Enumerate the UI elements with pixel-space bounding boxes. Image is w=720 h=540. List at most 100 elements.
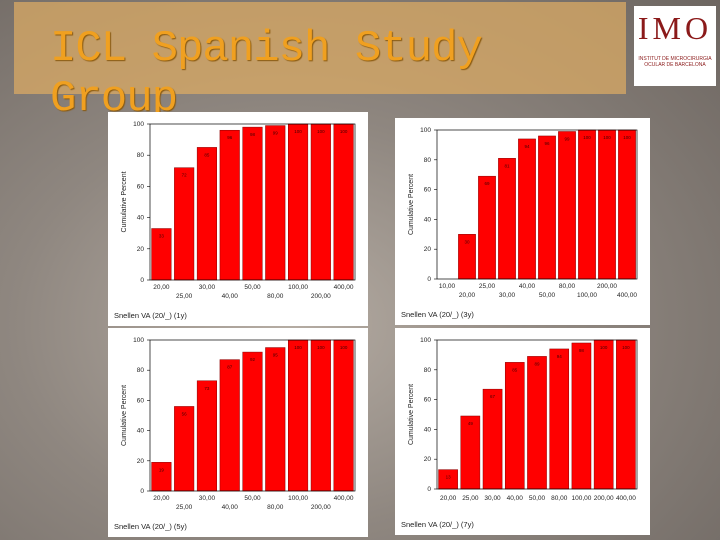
- y-axis-label: Cumulative Percent: [408, 384, 415, 445]
- x-tick-label: 25,00: [479, 283, 496, 290]
- chart-panel: 0 20 40 60 80 100 20,00 33 25,00 72 30,00 85 40,00 96…: [108, 112, 368, 326]
- chart: 0 20 40 60 80 100 20,00 13 25,00 49 30,00 67 40,00 85…: [401, 337, 638, 529]
- chart-panel: 0 20 40 60 80 100 20,00 13 25,00 49 30,00 67 40,00 85…: [395, 328, 650, 535]
- y-tick-label: 60: [137, 397, 145, 404]
- bar: [578, 129, 596, 280]
- x-tick-label: 20,00: [153, 284, 170, 291]
- x-tick-label: 40,00: [507, 495, 524, 502]
- logo: IMO INSTITUT DE MICROCIRURGIA OCULAR DE …: [634, 6, 716, 86]
- bar: [219, 129, 240, 281]
- data-label: 85: [512, 367, 518, 372]
- data-label: 94: [524, 144, 530, 149]
- x-tick-label: 50,00: [539, 292, 556, 299]
- data-label: 89: [534, 361, 540, 366]
- y-tick-label: 60: [424, 397, 432, 404]
- x-tick-label: 10,00: [439, 283, 456, 290]
- data-label: 56: [182, 411, 188, 416]
- x-tick-label: 30,00: [199, 495, 216, 502]
- data-label: 100: [623, 135, 631, 140]
- data-label: 67: [490, 394, 496, 399]
- x-tick-label: 400,00: [616, 495, 636, 502]
- bar: [265, 347, 286, 492]
- x-tick-label: 25,00: [176, 293, 193, 300]
- x-tick-label: 200,00: [311, 504, 331, 511]
- x-tick-label: 40,00: [519, 283, 536, 290]
- x-tick-label: 40,00: [222, 293, 239, 300]
- data-label: 100: [317, 345, 325, 350]
- bar: [571, 342, 592, 490]
- y-tick-label: 100: [420, 127, 431, 134]
- bar: [333, 339, 354, 492]
- y-tick-label: 20: [137, 458, 145, 465]
- y-tick-label: 40: [424, 216, 432, 223]
- bar: [174, 406, 195, 492]
- title-banner: ICL Spanish Study Group: [14, 2, 626, 124]
- y-tick-label: 0: [427, 486, 431, 493]
- x-tick-label: 30,00: [484, 495, 501, 502]
- data-label: 96: [227, 135, 233, 140]
- data-label: 30: [464, 239, 470, 244]
- data-label: 73: [204, 386, 210, 391]
- x-tick-label: 100,00: [288, 495, 308, 502]
- y-tick-label: 100: [133, 337, 144, 344]
- x-tick-label: 80,00: [267, 504, 284, 511]
- y-tick-label: 0: [140, 277, 144, 284]
- x-tick-label: 30,00: [499, 292, 516, 299]
- data-label: 33: [159, 234, 165, 239]
- y-tick-label: 80: [137, 367, 145, 374]
- y-tick-label: 40: [137, 215, 145, 222]
- y-tick-label: 60: [424, 187, 432, 194]
- x-tick-label: 100,00: [288, 284, 308, 291]
- data-label: 100: [294, 129, 302, 134]
- bar: [593, 339, 614, 490]
- x-tick-label: 80,00: [551, 495, 568, 502]
- y-tick-label: 100: [133, 121, 144, 128]
- data-label: 72: [182, 173, 188, 178]
- data-label: 81: [504, 163, 510, 168]
- data-label: 98: [579, 348, 585, 353]
- data-label: 100: [603, 135, 611, 140]
- bar: [310, 339, 331, 492]
- x-tick-label: 20,00: [459, 292, 476, 299]
- data-label: 87: [227, 365, 233, 370]
- bar: [518, 138, 536, 280]
- chart-panel: 0 20 40 60 80 100 20,00 19 25,00 56 30,00 73 40,00 87…: [108, 328, 368, 537]
- y-tick-label: 40: [424, 426, 432, 433]
- plot-frame: [149, 339, 356, 492]
- x-tick-label: 200,00: [594, 495, 614, 502]
- bar: [549, 348, 570, 490]
- x-axis-label: Snellen VA (20/_) (5y): [114, 522, 187, 531]
- x-tick-label: 400,00: [334, 284, 354, 291]
- x-tick-label: 25,00: [462, 495, 479, 502]
- bar: [174, 167, 195, 281]
- logo-name: IMO: [637, 10, 713, 46]
- y-tick-label: 20: [137, 246, 145, 253]
- bar: [310, 123, 331, 281]
- data-label: 100: [340, 345, 348, 350]
- x-tick-label: 80,00: [559, 283, 576, 290]
- bar: [527, 356, 547, 490]
- bar: [219, 359, 240, 492]
- bar: [288, 339, 309, 492]
- x-tick-label: 20,00: [153, 495, 170, 502]
- bar: [618, 129, 636, 280]
- y-tick-label: 20: [424, 246, 432, 253]
- logo-subtitle: INSTITUT DE MICROCIRURGIA OCULAR DE BARC…: [638, 56, 712, 68]
- data-label: 100: [340, 129, 348, 134]
- data-label: 99: [273, 131, 279, 136]
- bar: [478, 175, 496, 280]
- chart: 0 20 40 60 80 100 20,00 33 25,00 72 30,00 85 40,00 96…: [114, 121, 356, 320]
- x-tick-label: 400,00: [617, 292, 637, 299]
- y-tick-label: 60: [137, 183, 145, 190]
- data-label: 100: [622, 345, 630, 350]
- data-label: 100: [317, 129, 325, 134]
- y-tick-label: 40: [137, 428, 145, 435]
- data-label: 49: [468, 421, 474, 426]
- plot-frame: [436, 339, 638, 490]
- y-axis-label: Cumulative Percent: [408, 174, 415, 235]
- x-tick-label: 80,00: [267, 293, 284, 300]
- y-tick-label: 80: [424, 367, 432, 374]
- bar: [498, 158, 516, 280]
